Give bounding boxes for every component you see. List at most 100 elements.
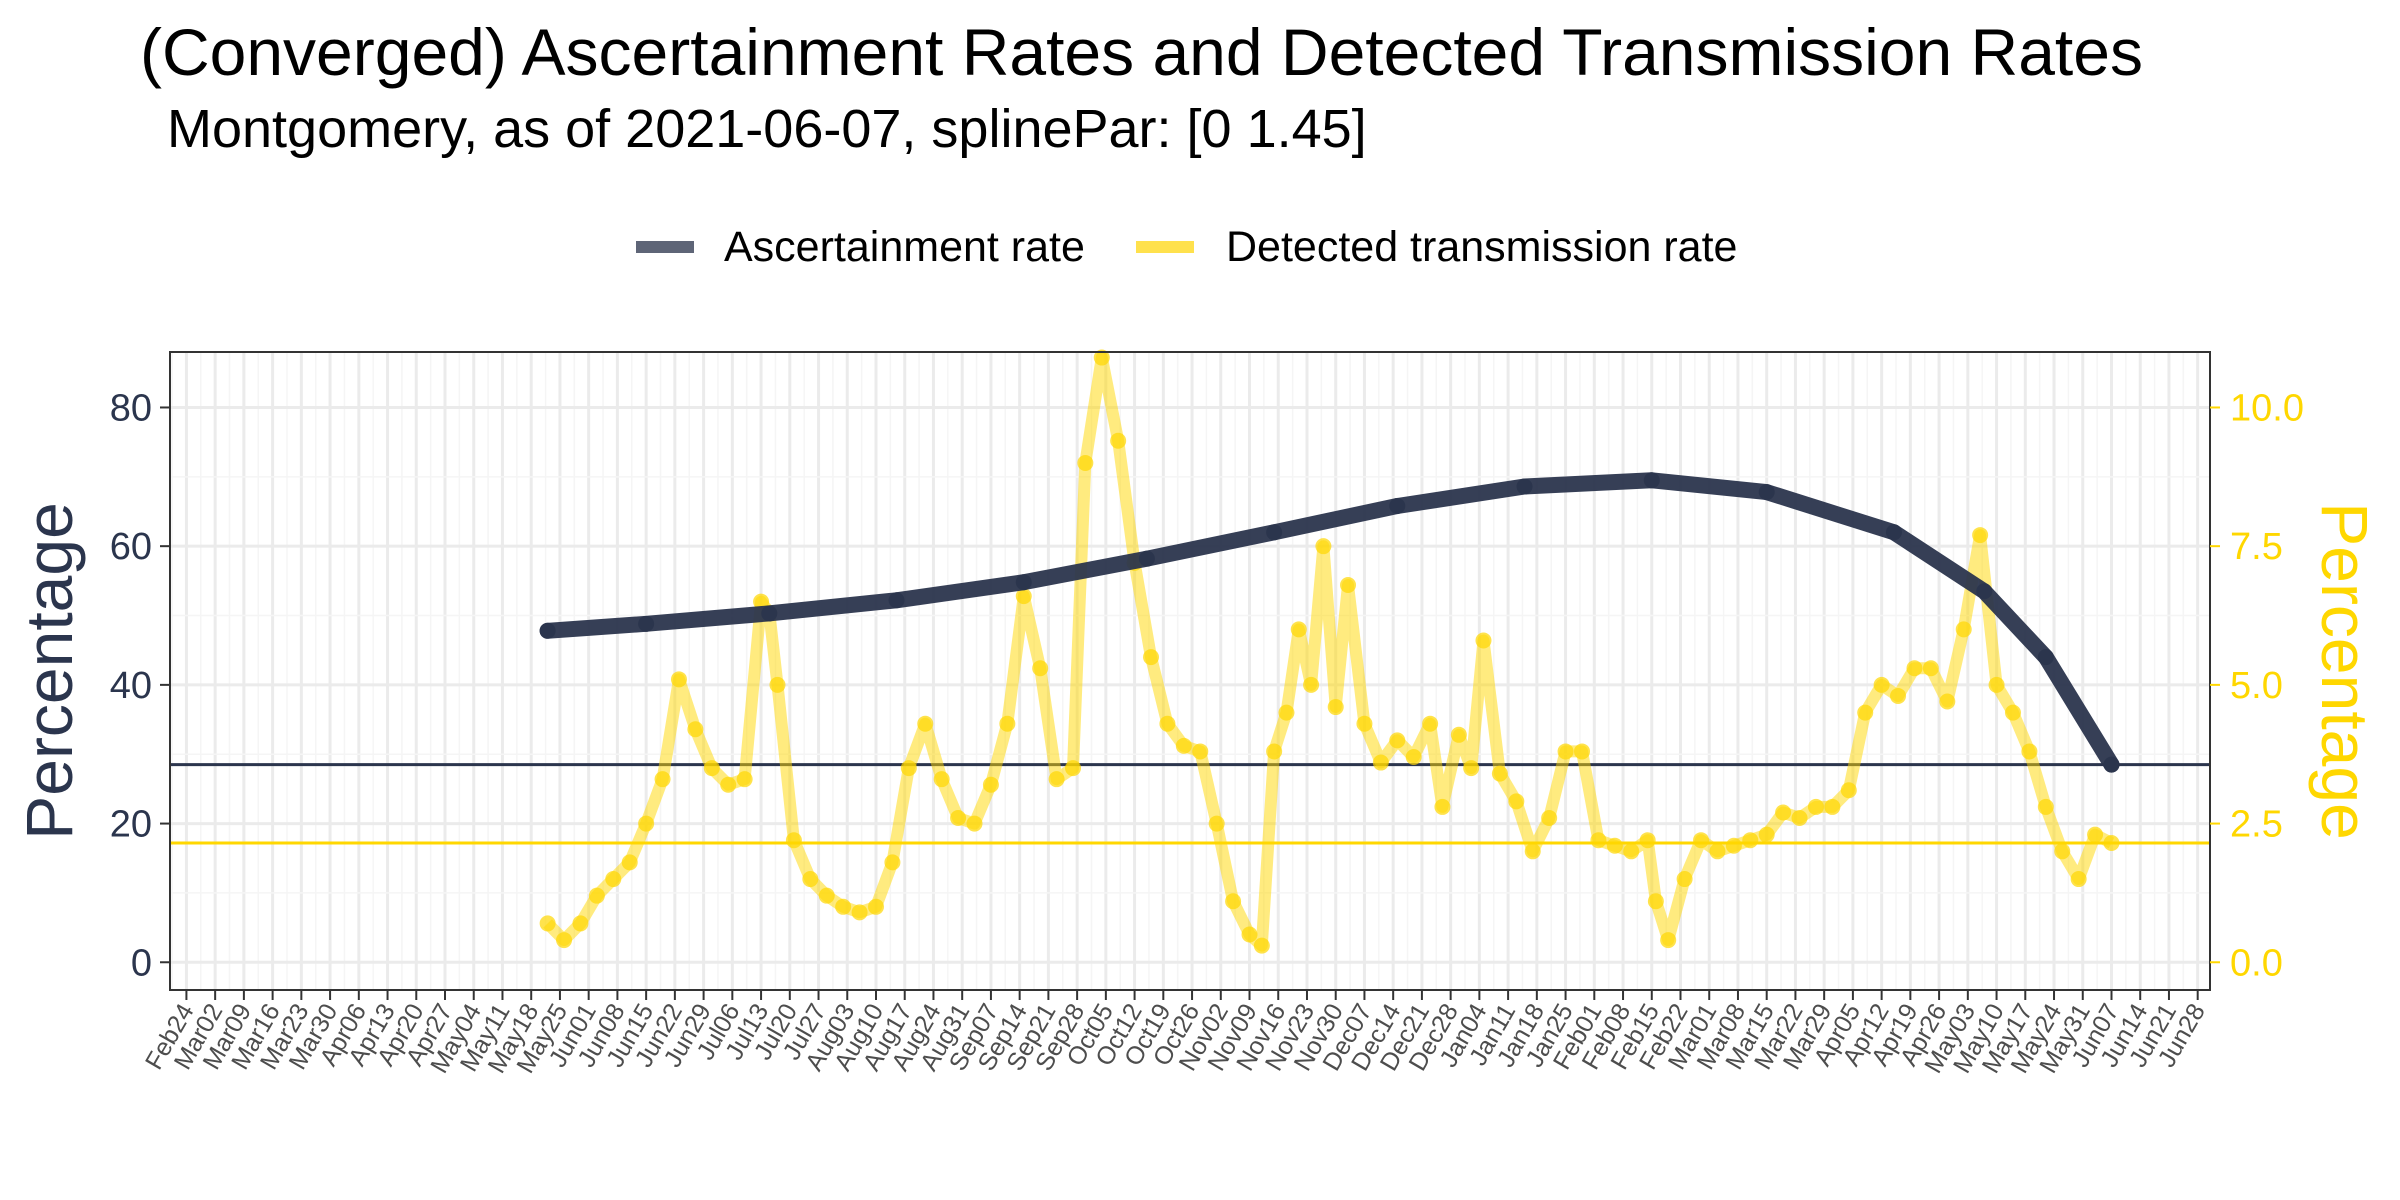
point-transmission <box>1015 588 1032 605</box>
point-transmission <box>900 760 917 777</box>
point-ascertainment <box>2103 756 2120 773</box>
point-transmission <box>1758 826 1775 843</box>
point-ascertainment <box>1516 478 1533 495</box>
point-transmission <box>769 676 786 693</box>
point-transmission <box>539 915 556 932</box>
y-axis-label-right: Percentage <box>2308 502 2382 840</box>
point-transmission <box>1340 577 1357 594</box>
point-transmission <box>1405 748 1422 765</box>
point-transmission <box>851 904 868 921</box>
point-transmission <box>2087 826 2104 843</box>
point-transmission <box>966 815 983 832</box>
y-tick-label-left: 60 <box>110 526 152 568</box>
point-transmission <box>1660 932 1677 949</box>
point-transmission <box>1524 843 1541 860</box>
point-ascertainment <box>1015 574 1032 591</box>
point-transmission <box>1110 432 1127 449</box>
point-transmission <box>1606 837 1623 854</box>
point-ascertainment <box>1643 472 1660 489</box>
point-ascertainment <box>638 615 655 632</box>
point-transmission <box>1639 832 1656 849</box>
point-ascertainment <box>888 592 905 609</box>
point-transmission <box>999 715 1016 732</box>
point-transmission <box>2103 834 2120 851</box>
y-tick-label-left: 0 <box>131 942 152 984</box>
point-transmission <box>703 760 720 777</box>
point-transmission <box>1032 660 1049 677</box>
point-transmission <box>621 854 638 871</box>
point-transmission <box>588 887 605 904</box>
point-transmission <box>1840 782 1857 799</box>
y-tick-label-right: 2.5 <box>2230 804 2283 846</box>
legend: Ascertainment rate Detected transmission… <box>636 223 1737 271</box>
point-transmission <box>1791 810 1808 827</box>
point-transmission <box>1857 704 1874 721</box>
y-tick-label-left: 80 <box>110 387 152 429</box>
point-ascertainment <box>1138 550 1155 567</box>
point-transmission <box>1623 843 1640 860</box>
point-transmission <box>867 898 884 915</box>
point-transmission <box>638 815 655 832</box>
point-transmission <box>1077 454 1094 471</box>
point-transmission <box>1048 771 1065 788</box>
point-transmission <box>1241 926 1258 943</box>
point-transmission <box>1175 737 1192 754</box>
point-transmission <box>1557 743 1574 760</box>
point-transmission <box>2004 704 2021 721</box>
point-transmission <box>1192 743 1209 760</box>
point-transmission <box>605 871 622 888</box>
point-transmission <box>1266 743 1283 760</box>
point-transmission <box>687 721 704 738</box>
plot-background <box>170 352 2210 990</box>
point-transmission <box>1225 893 1242 910</box>
point-ascertainment <box>2037 649 2054 666</box>
point-transmission <box>1491 765 1508 782</box>
point-transmission <box>720 776 737 793</box>
point-transmission <box>1065 760 1082 777</box>
point-transmission <box>1475 632 1492 649</box>
point-transmission <box>2021 743 2038 760</box>
point-transmission <box>1290 621 1307 638</box>
point-transmission <box>1647 893 1664 910</box>
point-transmission <box>1676 871 1693 888</box>
point-transmission <box>1422 715 1439 732</box>
point-ascertainment <box>1885 524 1902 541</box>
point-transmission <box>1742 832 1759 849</box>
y-tick-label-left: 20 <box>110 804 152 846</box>
point-transmission <box>1873 676 1890 693</box>
point-transmission <box>1988 676 2005 693</box>
point-transmission <box>917 715 934 732</box>
point-transmission <box>1508 793 1525 810</box>
y-tick-label-right: 10.0 <box>2230 387 2304 429</box>
point-transmission <box>1922 660 1939 677</box>
plot-border <box>169 351 2211 991</box>
point-transmission <box>1824 798 1841 815</box>
point-ascertainment <box>1389 497 1406 514</box>
point-transmission <box>2037 798 2054 815</box>
point-transmission <box>802 871 819 888</box>
point-transmission <box>1143 649 1160 666</box>
point-transmission <box>1208 815 1225 832</box>
series-layer <box>539 349 2120 954</box>
point-transmission <box>1590 832 1607 849</box>
point-transmission <box>1972 527 1989 544</box>
point-transmission <box>654 771 671 788</box>
point-transmission <box>1541 810 1558 827</box>
point-transmission <box>933 771 950 788</box>
point-transmission <box>1693 832 1710 849</box>
y-tick-label-right: 0.0 <box>2230 942 2283 984</box>
point-transmission <box>2070 871 2087 888</box>
point-transmission <box>1315 538 1332 555</box>
legend-label-ascertainment: Ascertainment rate <box>724 223 1085 271</box>
reference-lines <box>170 763 2210 845</box>
point-ascertainment <box>1976 583 1993 600</box>
point-transmission <box>1573 743 1590 760</box>
y-axis-label-left: Percentage <box>12 502 86 840</box>
point-transmission <box>736 771 753 788</box>
point-transmission <box>1303 676 1320 693</box>
point-transmission <box>1372 754 1389 771</box>
point-transmission <box>1463 760 1480 777</box>
point-transmission <box>1725 837 1742 854</box>
point-transmission <box>1159 715 1176 732</box>
point-ascertainment <box>1758 484 1775 501</box>
